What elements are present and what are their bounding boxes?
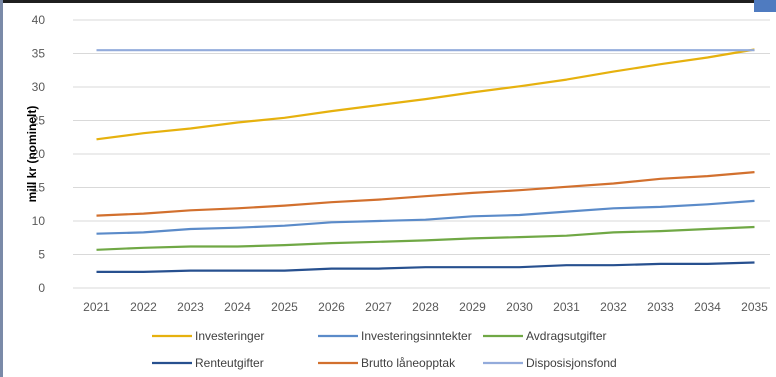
x-tick-label: 2025: [271, 300, 298, 314]
y-tick-label: 35: [32, 47, 46, 61]
y-tick-label: 30: [32, 80, 46, 94]
legend-entry: Disposisjonsfond: [483, 356, 617, 370]
x-tick-label: 2028: [412, 300, 439, 314]
legend-entry: Investeringsinntekter: [318, 329, 472, 343]
legend-label: Disposisjonsfond: [526, 356, 617, 370]
legend-label: Investeringer: [195, 329, 264, 343]
y-tick-label: 25: [32, 114, 46, 128]
y-tick-label: 15: [32, 181, 46, 195]
series-line-2: [96, 199, 755, 235]
legend-entry: Avdragsutgifter: [483, 329, 607, 343]
series-line-1: [96, 48, 755, 141]
gridlines: [73, 19, 770, 289]
x-tick-label: 2022: [130, 300, 157, 314]
x-tick-label: 2027: [365, 300, 392, 314]
legend-entry: Renteutgifter: [152, 356, 264, 370]
x-axis-ticks: 2021 2022 2023 2024 2025 2026 2027 2028 2029 2030…: [83, 300, 768, 314]
x-tick-label: 2021: [83, 300, 110, 314]
legend-label: Avdragsutgifter: [526, 329, 607, 343]
series-lines: [96, 48, 755, 273]
series-line-4: [96, 261, 755, 273]
x-tick-label: 2029: [459, 300, 486, 314]
legend-entry: Brutto låneopptak: [318, 356, 456, 370]
y-axis-ticks: 0 5 10 15 20 25 30 35 40: [32, 13, 46, 295]
y-tick-label: 20: [32, 147, 46, 161]
x-tick-label: 2032: [600, 300, 627, 314]
window-left-border: [0, 0, 3, 377]
window-corner-accent: [754, 0, 776, 12]
series-line-3: [96, 225, 755, 251]
x-tick-label: 2031: [553, 300, 580, 314]
x-tick-label: 2034: [694, 300, 721, 314]
x-tick-label: 2026: [318, 300, 345, 314]
legend-label: Investeringsinntekter: [361, 329, 472, 343]
x-tick-label: 2033: [647, 300, 674, 314]
legend-entry: Investeringer: [152, 329, 264, 343]
legend-label: Brutto låneopptak: [361, 356, 456, 370]
legend: Investeringer Investeringsinntekter Avdrag…: [152, 329, 617, 370]
y-axis-label: mill kr (nominelt): [25, 106, 39, 203]
y-tick-label: 0: [38, 281, 45, 295]
y-tick-label: 40: [32, 13, 46, 27]
y-tick-label: 5: [38, 248, 45, 262]
x-tick-label: 2030: [506, 300, 533, 314]
window-top-border: [0, 0, 776, 3]
x-tick-label: 2023: [177, 300, 204, 314]
series-line-5: [96, 171, 755, 217]
legend-label: Renteutgifter: [195, 356, 264, 370]
x-tick-label: 2035: [741, 300, 768, 314]
y-tick-label: 10: [32, 214, 46, 228]
x-tick-label: 2024: [224, 300, 251, 314]
